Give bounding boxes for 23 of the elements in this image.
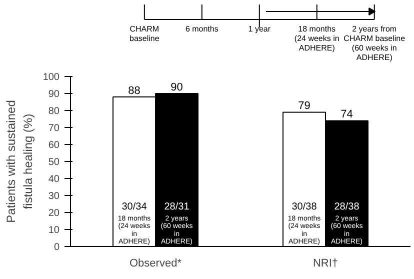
- y-tick-label: 100: [42, 72, 60, 83]
- y-tick-label: 70: [48, 123, 60, 134]
- y-tick-label: 0: [54, 242, 60, 253]
- y-tick-label: 60: [48, 140, 60, 151]
- y-tick-label: 80: [48, 106, 60, 117]
- text: 1 year: [248, 24, 271, 34]
- y-tick-label: 50: [48, 157, 60, 168]
- x-tick-label: NRI†: [312, 258, 338, 270]
- data-label: 79: [298, 100, 310, 112]
- data-label: 90: [170, 82, 183, 94]
- data-label: 88: [128, 84, 140, 97]
- y-tick-label: 30: [48, 191, 60, 202]
- text: 18 months (24 weeks in ADHERE): [294, 24, 340, 52]
- y-axis-title: Patients with sustained fistula healing (%): [4, 100, 35, 223]
- data-label: 74: [340, 108, 353, 121]
- y-tick-label: 10: [48, 225, 60, 236]
- text: 6 months: [185, 24, 218, 34]
- x-tick-label: Observed*: [130, 258, 182, 270]
- y-tick-label: 40: [48, 174, 60, 185]
- text: 2 years from CHARM baseline (60 weeks in ADHERE): [344, 24, 406, 62]
- text: CHARM baseline: [130, 24, 160, 43]
- y-tick-label: 90: [48, 89, 60, 100]
- y-tick-label: 20: [48, 208, 60, 219]
